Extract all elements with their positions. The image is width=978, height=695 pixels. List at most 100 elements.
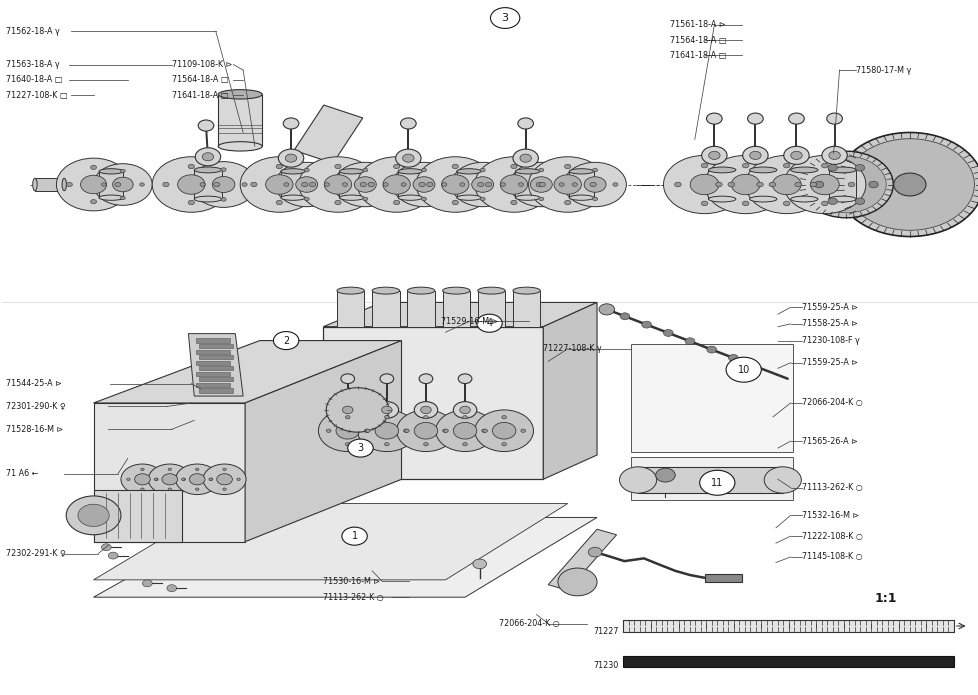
Circle shape	[223, 468, 226, 471]
Circle shape	[463, 443, 467, 446]
Circle shape	[500, 183, 505, 186]
Circle shape	[275, 163, 337, 206]
Text: 72302-291-K ♀: 72302-291-K ♀	[6, 549, 66, 558]
Circle shape	[539, 182, 545, 187]
Ellipse shape	[281, 195, 305, 200]
Circle shape	[94, 164, 152, 205]
Text: 71227-108-K γ: 71227-108-K γ	[543, 345, 601, 353]
Circle shape	[381, 406, 392, 414]
Ellipse shape	[398, 195, 422, 200]
Circle shape	[198, 120, 213, 131]
Circle shape	[416, 157, 494, 212]
Circle shape	[250, 182, 257, 187]
Circle shape	[490, 8, 519, 28]
Circle shape	[519, 154, 531, 162]
Circle shape	[324, 174, 351, 194]
Bar	[196, 361, 230, 365]
Text: 71109-108-K ⊳: 71109-108-K ⊳	[171, 60, 232, 69]
Polygon shape	[94, 341, 401, 403]
Circle shape	[401, 183, 406, 186]
Circle shape	[423, 416, 427, 419]
Circle shape	[821, 201, 827, 206]
Circle shape	[276, 164, 283, 169]
Circle shape	[382, 174, 410, 194]
Bar	[196, 383, 230, 387]
Circle shape	[379, 374, 393, 384]
Polygon shape	[244, 341, 401, 541]
Circle shape	[453, 423, 476, 439]
Circle shape	[485, 182, 491, 187]
Circle shape	[326, 429, 331, 432]
Polygon shape	[94, 518, 597, 597]
Text: 3: 3	[501, 13, 509, 23]
Circle shape	[855, 165, 864, 171]
Bar	[35, 178, 65, 190]
Ellipse shape	[281, 169, 305, 174]
Circle shape	[365, 429, 370, 432]
Circle shape	[749, 152, 760, 159]
Ellipse shape	[99, 169, 123, 174]
Circle shape	[334, 200, 340, 205]
Circle shape	[403, 429, 408, 432]
Circle shape	[726, 357, 761, 382]
Text: 72066-204-K ○: 72066-204-K ○	[499, 619, 559, 628]
Circle shape	[278, 149, 303, 167]
Circle shape	[443, 429, 448, 432]
Circle shape	[161, 474, 177, 485]
Ellipse shape	[828, 167, 855, 173]
Circle shape	[641, 321, 650, 328]
Ellipse shape	[336, 287, 364, 294]
Circle shape	[458, 374, 471, 384]
Circle shape	[152, 157, 230, 212]
Text: 71529-16-M ⊳: 71529-16-M ⊳	[440, 317, 498, 326]
Circle shape	[512, 149, 538, 167]
Circle shape	[195, 148, 220, 166]
Circle shape	[772, 174, 800, 195]
Circle shape	[188, 164, 195, 169]
Circle shape	[333, 163, 396, 206]
Bar	[99, 172, 123, 197]
Circle shape	[511, 164, 516, 169]
Circle shape	[788, 113, 804, 124]
Bar	[623, 620, 953, 632]
Circle shape	[354, 177, 376, 193]
Circle shape	[335, 423, 359, 439]
Circle shape	[847, 182, 854, 187]
Bar	[512, 291, 540, 327]
Circle shape	[783, 147, 809, 165]
Circle shape	[120, 170, 125, 172]
Circle shape	[700, 163, 707, 168]
Circle shape	[827, 165, 836, 171]
Circle shape	[557, 568, 597, 596]
Circle shape	[663, 329, 673, 336]
Ellipse shape	[218, 90, 262, 99]
Circle shape	[572, 183, 577, 186]
Circle shape	[363, 168, 368, 172]
Ellipse shape	[99, 195, 123, 200]
Circle shape	[517, 118, 533, 129]
Circle shape	[715, 182, 722, 187]
Circle shape	[168, 488, 171, 491]
Circle shape	[304, 197, 309, 201]
Circle shape	[67, 496, 121, 534]
Text: 4: 4	[486, 318, 492, 328]
Polygon shape	[94, 403, 244, 541]
Text: 71559-25-A ⊳: 71559-25-A ⊳	[802, 303, 858, 312]
Circle shape	[782, 201, 789, 206]
Circle shape	[375, 423, 398, 439]
Circle shape	[689, 174, 718, 195]
Text: 1:1: 1:1	[873, 592, 896, 605]
Circle shape	[453, 402, 476, 418]
Circle shape	[421, 406, 430, 414]
Circle shape	[764, 467, 801, 493]
Circle shape	[482, 429, 487, 432]
Text: 71558-25-A ⊳: 71558-25-A ⊳	[802, 320, 858, 329]
Circle shape	[741, 163, 748, 168]
Circle shape	[460, 183, 465, 186]
Circle shape	[728, 182, 734, 187]
Circle shape	[463, 416, 467, 419]
Text: 72066-204-K ○: 72066-204-K ○	[802, 398, 863, 407]
Circle shape	[474, 157, 553, 212]
Polygon shape	[323, 302, 597, 327]
Text: 71145-108-K ○: 71145-108-K ○	[802, 553, 862, 562]
